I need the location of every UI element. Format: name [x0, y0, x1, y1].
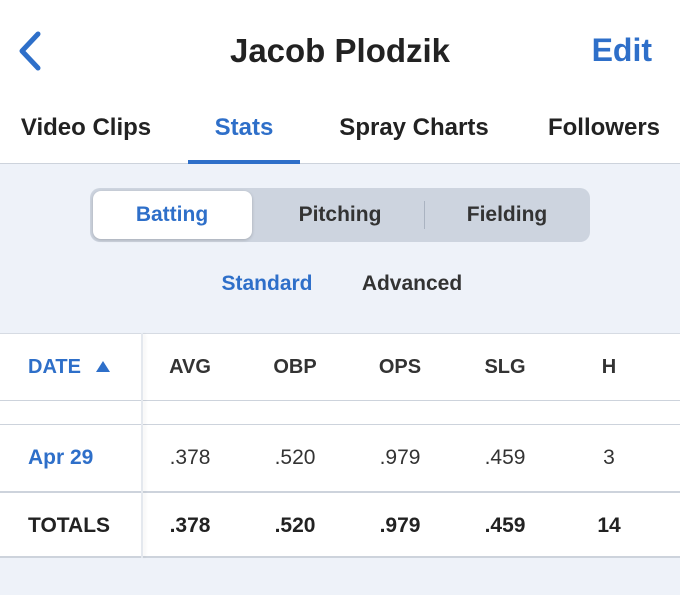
sort-arrow [96, 361, 110, 372]
cell: .979 [379, 446, 421, 469]
column-header: SLG [484, 356, 526, 378]
cell: .459 [484, 446, 526, 469]
top-bar [0, 0, 680, 164]
total-cell: 14 [597, 514, 621, 537]
total-cell: .378 [169, 514, 211, 537]
column-header: OBP [273, 356, 317, 378]
cell: .378 [169, 446, 211, 469]
sub-tab[interactable]: Advanced [361, 272, 463, 295]
column-header: H [601, 356, 617, 378]
row-line [0, 491, 680, 493]
column-separator [141, 333, 143, 558]
column-header[interactable]: DATE [28, 356, 81, 378]
total-cell: TOTALS [28, 514, 111, 537]
tab[interactable]: Spray Charts [339, 114, 489, 141]
segment-divider [424, 201, 425, 229]
tab-underline [188, 160, 300, 164]
total-cell: .520 [274, 514, 316, 537]
row-line [0, 400, 680, 401]
tab[interactable]: Followers [547, 114, 661, 141]
segment[interactable]: Fielding [466, 203, 548, 226]
edit-button[interactable]: Edit [591, 32, 652, 68]
tab[interactable]: Stats [214, 114, 274, 141]
row-line [0, 424, 680, 425]
column-header: OPS [378, 356, 422, 378]
sub-tab[interactable]: Standard [221, 272, 313, 295]
column-header: AVG [169, 356, 211, 378]
cell: .520 [274, 446, 316, 469]
cell: 3 [603, 446, 615, 469]
back-button[interactable] [14, 30, 44, 72]
segment-selected [93, 191, 252, 239]
segment[interactable]: Batting [135, 203, 209, 226]
total-cell: .459 [484, 514, 526, 537]
stats-table [0, 333, 680, 558]
cell[interactable]: Apr 29 [28, 446, 94, 469]
segment[interactable]: Pitching [298, 203, 382, 226]
tab[interactable]: Video Clips [20, 114, 152, 141]
title: Jacob Plodzik [229, 32, 451, 69]
total-cell: .979 [379, 514, 421, 537]
